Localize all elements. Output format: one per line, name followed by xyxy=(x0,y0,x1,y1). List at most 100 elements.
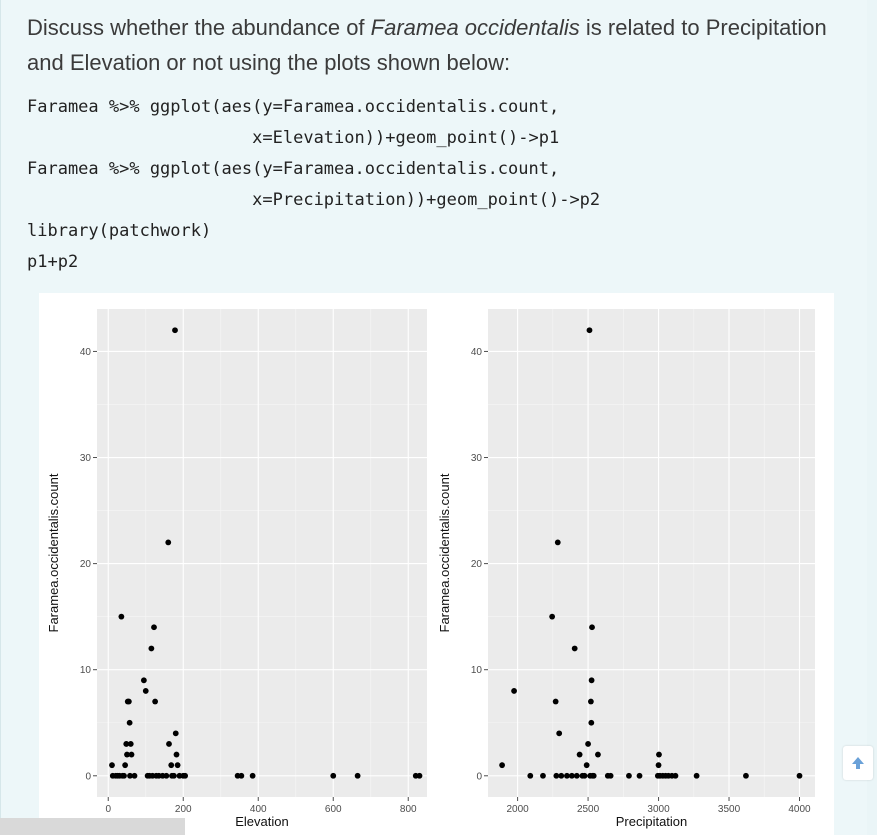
data-point xyxy=(416,772,423,779)
data-point xyxy=(576,751,583,758)
x-tick-label: 3000 xyxy=(647,804,670,815)
data-point xyxy=(511,688,517,694)
x-tick-label: 4000 xyxy=(788,804,811,815)
y-tick-label: 0 xyxy=(85,771,91,782)
data-point xyxy=(124,751,130,758)
data-point xyxy=(127,741,134,747)
question-suffix: is related to Precipitation and Elevatio… xyxy=(27,15,827,75)
data-point xyxy=(573,772,580,779)
code-block: Faramea %>% ggplot(aes(y=Faramea.occiden… xyxy=(27,92,600,278)
y-tick-label: 40 xyxy=(471,347,483,358)
data-point xyxy=(595,751,601,758)
data-point xyxy=(587,698,594,705)
x-tick-label: 800 xyxy=(400,804,417,815)
data-point xyxy=(564,772,570,779)
data-point xyxy=(743,772,749,779)
data-point xyxy=(558,772,565,779)
species-name: Faramea occidentalis xyxy=(370,15,580,40)
code-line: p1+p2 xyxy=(27,252,79,272)
x-tick-label: 3500 xyxy=(718,804,741,815)
y-tick-label: 20 xyxy=(471,559,483,570)
data-point xyxy=(583,762,590,769)
data-point xyxy=(568,772,575,779)
question-text: Discuss whether the abundance of Faramea… xyxy=(27,10,847,80)
code-line: x=Precipitation))+geom_point()->p2 xyxy=(27,190,601,210)
data-point xyxy=(128,751,135,758)
data-point xyxy=(527,772,534,779)
data-point xyxy=(588,719,595,726)
data-point xyxy=(109,762,115,769)
data-point xyxy=(588,677,595,684)
data-point xyxy=(796,772,803,779)
data-point xyxy=(693,772,700,779)
data-point xyxy=(174,762,181,769)
data-point xyxy=(238,772,245,779)
data-point xyxy=(556,730,563,737)
data-point xyxy=(549,613,556,620)
data-point xyxy=(249,772,256,779)
data-point xyxy=(636,772,643,779)
x-axis-title: Elevation xyxy=(235,814,288,829)
data-point xyxy=(581,772,588,779)
data-point xyxy=(655,762,662,769)
data-point xyxy=(165,539,172,546)
y-tick-label: 10 xyxy=(471,665,483,676)
x-axis-title: Precipitation xyxy=(616,814,688,829)
data-point xyxy=(586,327,593,334)
data-point xyxy=(148,645,155,652)
plot-image: 0 200 400 600 800 0 10 20 30 40 Elevation Faramea.o… xyxy=(39,293,834,835)
data-point xyxy=(656,751,662,758)
panel-background xyxy=(97,309,427,797)
y-axis-title: Faramea.occidentalis.count xyxy=(46,473,61,632)
data-point xyxy=(540,772,546,779)
data-point xyxy=(672,772,679,779)
data-point xyxy=(607,772,614,779)
data-point xyxy=(553,772,560,779)
code-line: Faramea %>% ggplot(aes(y=Faramea.occiden… xyxy=(27,159,560,179)
data-point xyxy=(173,751,180,758)
code-line: Faramea %>% ggplot(aes(y=Faramea.occiden… xyxy=(27,97,560,117)
data-point xyxy=(571,645,578,652)
x-tick-label: 0 xyxy=(105,804,111,815)
data-point xyxy=(140,677,147,684)
scroll-top-button[interactable] xyxy=(843,746,873,780)
x-tick-label: 600 xyxy=(325,804,342,815)
horizontal-scrollbar[interactable] xyxy=(0,818,185,835)
data-point xyxy=(127,772,133,779)
y-axis-title: Faramea.occidentalis.count xyxy=(437,473,452,632)
y-tick-label: 40 xyxy=(80,347,92,358)
data-point xyxy=(166,741,172,747)
scatter-plots: 0 200 400 600 800 0 10 20 30 40 Elevation Faramea.o… xyxy=(46,309,815,829)
data-point xyxy=(126,719,133,726)
data-point xyxy=(151,624,157,631)
data-point xyxy=(163,772,170,779)
data-point xyxy=(131,772,138,779)
data-point xyxy=(499,762,505,769)
panel-background xyxy=(488,309,815,797)
chart-panel-1: 0 200 400 600 800 0 10 20 30 40 Elevation Faramea.o… xyxy=(46,309,427,829)
x-tick-label: 2000 xyxy=(506,804,529,815)
y-tick-label: 20 xyxy=(80,559,92,570)
x-tick-label: 2500 xyxy=(577,804,600,815)
data-point xyxy=(585,741,591,747)
data-point xyxy=(172,327,178,334)
x-tick-label: 400 xyxy=(250,804,267,815)
y-tick-label: 30 xyxy=(471,453,483,464)
data-point xyxy=(125,698,132,705)
data-point xyxy=(170,772,177,779)
data-point xyxy=(152,698,159,705)
x-tick-label: 200 xyxy=(175,804,192,815)
data-point xyxy=(168,762,175,769)
data-point xyxy=(118,613,125,620)
data-point xyxy=(123,741,130,747)
y-tick-label: 30 xyxy=(80,453,92,464)
data-point xyxy=(121,772,127,779)
data-point xyxy=(122,762,129,769)
data-point xyxy=(142,688,149,694)
data-point xyxy=(589,624,595,631)
data-point xyxy=(590,772,597,779)
data-point xyxy=(182,772,189,779)
y-tick-label: 10 xyxy=(80,665,92,676)
data-point xyxy=(172,730,179,737)
